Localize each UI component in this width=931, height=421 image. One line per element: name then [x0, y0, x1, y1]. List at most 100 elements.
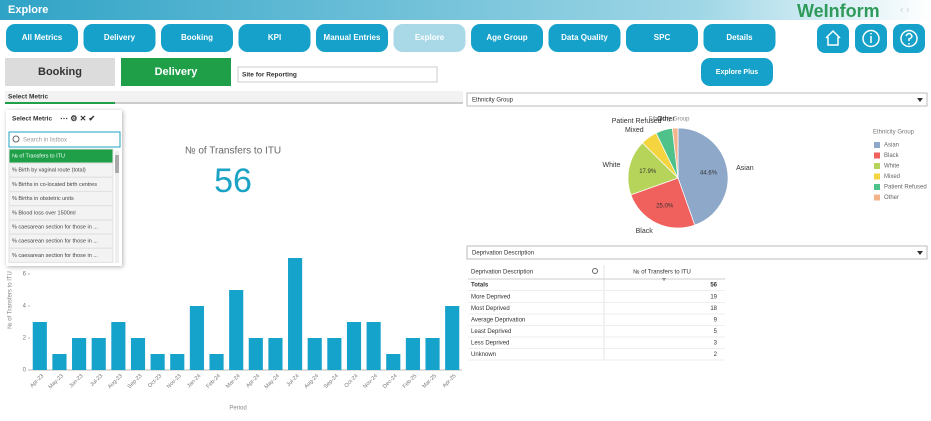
bar[interactable]	[111, 322, 126, 370]
x-tick-label: Apr-23	[29, 373, 45, 389]
pie-slice[interactable]	[677, 127, 729, 226]
dropdown-arrow	[917, 98, 923, 102]
x-tick-label: Apr-24	[245, 373, 261, 389]
nav-button[interactable]	[6, 24, 78, 52]
nav-button-label: Explore	[415, 33, 445, 42]
legend-title: Ethnicity Group	[873, 130, 915, 136]
bar[interactable]	[209, 354, 224, 370]
nav-button[interactable]	[393, 24, 466, 52]
pie-slice[interactable]	[630, 177, 696, 229]
x-tick-label: Feb-25	[402, 373, 419, 390]
nav-button[interactable]	[316, 24, 388, 52]
bar[interactable]	[72, 338, 87, 370]
bar[interactable]	[268, 338, 283, 370]
table-cell: 19	[710, 295, 717, 301]
explore-plus-button[interactable]	[701, 58, 773, 86]
listbox-scroll-thumb	[115, 155, 119, 173]
legend-label: Black	[884, 153, 900, 159]
listbox-item-label: % Birth by vaginal route (total)	[12, 168, 86, 174]
bar[interactable]	[189, 306, 204, 370]
nav-arrows[interactable]: ‹ ›	[900, 5, 909, 16]
listbox-item-label: № of Transfers to ITU	[12, 153, 65, 159]
pie-category-label: White	[602, 162, 620, 169]
legend-label: Asian	[884, 143, 899, 149]
nav-button[interactable]	[626, 24, 698, 52]
title-bar	[0, 0, 931, 20]
nav-button[interactable]	[161, 24, 233, 52]
nav-button[interactable]	[83, 24, 156, 52]
y-axis-label: № of Transfers to ITU	[7, 271, 14, 329]
dropdown-label: Ethnicity Group	[472, 98, 514, 104]
bar[interactable]	[52, 354, 67, 370]
pie-slice[interactable]	[671, 127, 679, 179]
metric-bar-underline	[5, 102, 463, 104]
x-axis-label[interactable]: Period	[229, 406, 246, 412]
x-tick-label: Jul-24	[286, 373, 301, 388]
bar[interactable]	[248, 338, 263, 370]
metric-bar-progress	[5, 102, 115, 104]
bar[interactable]	[346, 322, 362, 370]
bar[interactable]	[366, 322, 381, 370]
pie-category-label: Patient Refused	[612, 118, 662, 125]
x-tick-label: Oct-24	[344, 373, 360, 389]
table-cell: 9	[714, 318, 718, 324]
table-cell: 5	[714, 329, 718, 335]
tab-label: Delivery	[155, 66, 199, 78]
x-tick-label: Apr-25	[442, 373, 458, 389]
listbox-item[interactable]	[8, 247, 114, 263]
x-tick-label: Aug-23	[107, 373, 124, 390]
y-tick-label: 6	[23, 272, 27, 278]
listbox-tools[interactable]: ⋯ ⚙ ✕ ✔	[60, 114, 95, 123]
x-tick-label: Jul-23	[89, 373, 104, 388]
x-tick-label: Oct-23	[147, 373, 163, 389]
legend-swatch	[874, 163, 880, 169]
metric-bar[interactable]	[5, 91, 463, 103]
legend-swatch	[874, 142, 880, 148]
bar[interactable]	[425, 338, 440, 370]
legend-swatch	[874, 194, 880, 201]
nav-button[interactable]	[548, 24, 621, 52]
dropdown-label: Deprivation Description	[472, 251, 534, 257]
bar[interactable]	[170, 354, 185, 370]
table-header[interactable]: № of Transfers to ITU	[633, 269, 691, 276]
x-tick-label: Nov-24	[362, 373, 379, 390]
bar[interactable]	[130, 338, 146, 370]
nav-button-label: Details	[726, 33, 753, 42]
search-icon	[12, 135, 20, 143]
bar[interactable]	[327, 338, 342, 370]
nav-button[interactable]	[238, 24, 311, 52]
info-icon	[862, 29, 880, 48]
tab[interactable]	[121, 58, 231, 86]
site-select[interactable]	[237, 66, 438, 83]
y-tick-label: 0	[23, 368, 27, 374]
nav-button[interactable]	[471, 24, 543, 52]
pie-slice[interactable]	[627, 142, 679, 196]
y-tick-label: 4	[23, 304, 27, 310]
bar[interactable]	[288, 258, 303, 370]
table-header[interactable]: Deprivation Description	[471, 270, 533, 276]
dropdown[interactable]	[466, 245, 928, 260]
help-icon	[900, 29, 918, 48]
bar[interactable]	[405, 338, 420, 370]
bar[interactable]	[307, 338, 322, 370]
bar[interactable]	[150, 354, 165, 370]
table-cell: Unknown	[471, 352, 496, 358]
dropdown-arrow	[917, 251, 923, 255]
bar[interactable]	[445, 306, 460, 370]
nav-button-label: All Metrics	[22, 33, 63, 42]
legend-swatch	[874, 173, 880, 180]
nav-button[interactable]	[703, 24, 776, 52]
dropdown[interactable]	[466, 92, 928, 107]
tab[interactable]	[5, 58, 115, 86]
table-cell: 56	[710, 283, 717, 289]
bar[interactable]	[32, 322, 47, 370]
x-tick-label: Mar-25	[421, 373, 438, 390]
bar[interactable]	[229, 290, 244, 370]
search-box[interactable]	[8, 131, 121, 148]
bar[interactable]	[386, 354, 401, 370]
icon-button[interactable]	[817, 24, 849, 53]
bar[interactable]	[91, 338, 106, 370]
pie-category-label: Black	[636, 228, 654, 235]
table-cell: Totals	[471, 283, 489, 289]
